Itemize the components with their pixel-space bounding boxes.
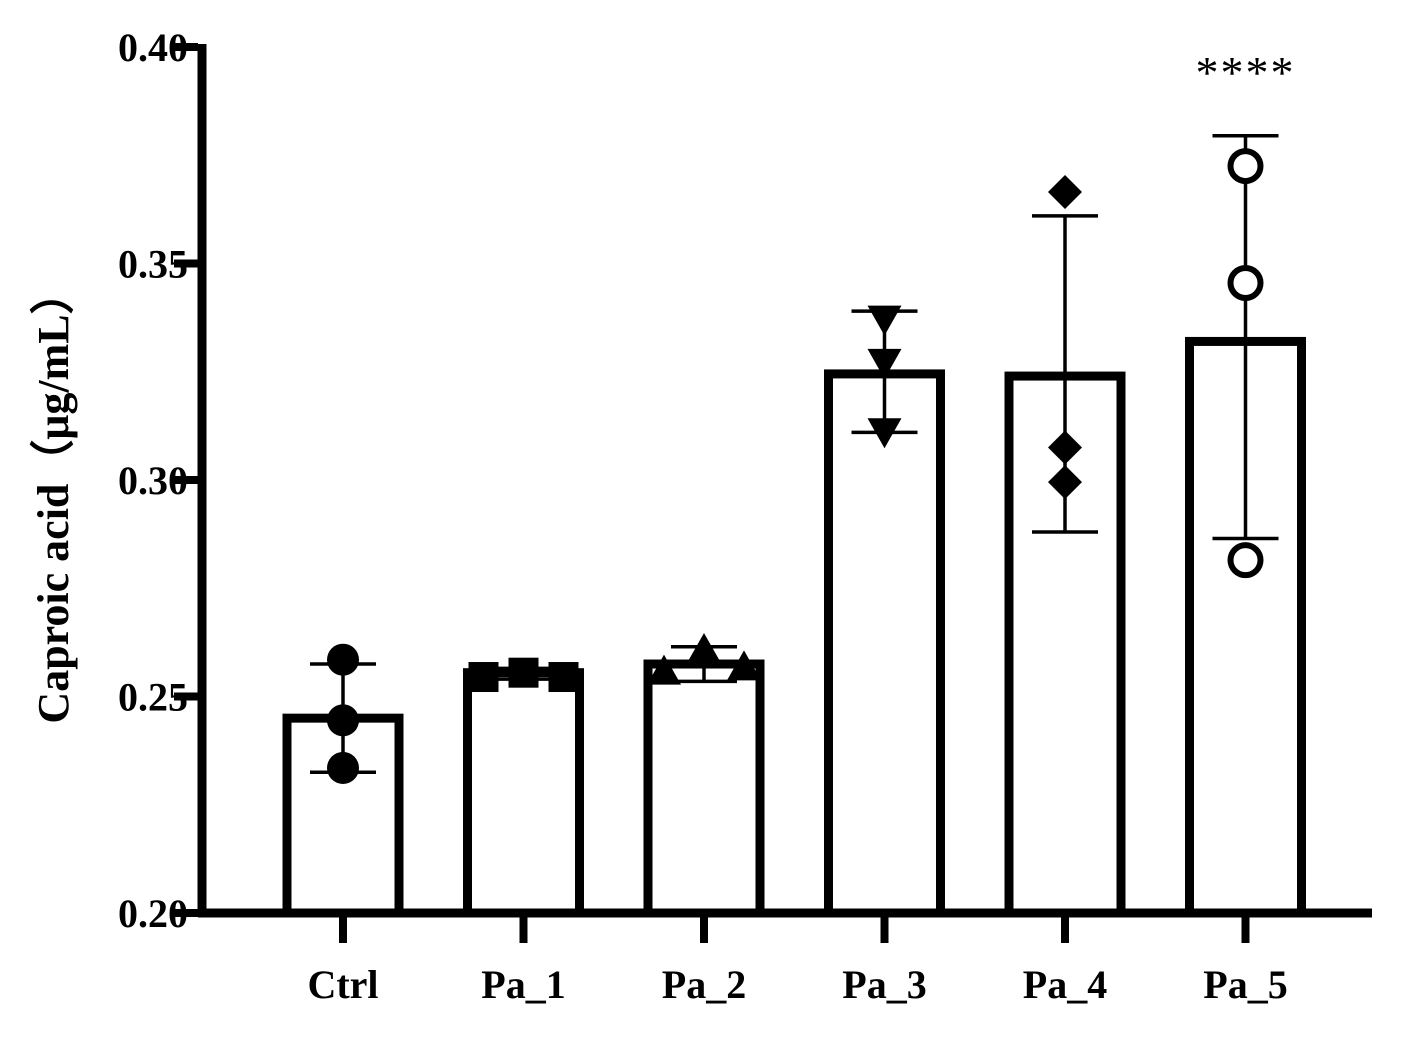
data-point: [727, 650, 761, 681]
data-point: [687, 633, 721, 664]
data-point: [327, 704, 359, 737]
y-tick-label: 0.40: [118, 25, 188, 70]
data-point: [1048, 175, 1082, 210]
significance-annotation: ****: [1196, 47, 1296, 98]
data-point: [327, 751, 359, 784]
x-tick-label: Pa_3: [842, 962, 926, 1007]
data-points-group: [327, 148, 1264, 784]
bars-group: [282, 336, 1306, 918]
data-point: [1048, 465, 1082, 500]
data-point: [1227, 264, 1264, 301]
annotations-group: ****: [1196, 47, 1296, 98]
data-point: [468, 662, 499, 693]
data-point: [508, 657, 539, 688]
data-point: [1227, 148, 1264, 185]
data-point: [647, 654, 681, 685]
data-point: [1227, 542, 1264, 579]
y-tick-label: 0.20: [118, 891, 188, 936]
y-tick-label: 0.35: [118, 242, 188, 287]
y-tick-label: 0.30: [118, 458, 188, 503]
x-tick-label: Pa_5: [1203, 962, 1287, 1007]
bar-pa_1: [463, 668, 584, 918]
x-tick-label: Pa_4: [1023, 962, 1107, 1007]
data-point: [867, 305, 902, 336]
data-point: [1048, 430, 1082, 465]
bar-pa_2: [643, 659, 765, 918]
y-tick-label: 0.25: [118, 675, 188, 720]
y-axis-title: Caproic acid（μg/mL）: [29, 270, 78, 723]
bar-pa_3: [824, 369, 945, 918]
axes-group: [197, 44, 1372, 918]
x-tick-label: Pa_2: [662, 962, 746, 1007]
data-point: [867, 418, 902, 449]
data-point: [327, 643, 359, 676]
y-ticks-group: 0.20 0.25 0.30 0.35 0.40: [118, 25, 198, 936]
data-point: [867, 348, 902, 379]
x-tick-label: Ctrl: [307, 962, 378, 1007]
x-ticks-group: Ctrl Pa_1 Pa_2 Pa_3 Pa_4 Pa_5: [307, 913, 1288, 1007]
error-bars-group: [310, 134, 1279, 775]
x-tick-label: Pa_1: [481, 962, 565, 1007]
data-point: [548, 662, 579, 693]
